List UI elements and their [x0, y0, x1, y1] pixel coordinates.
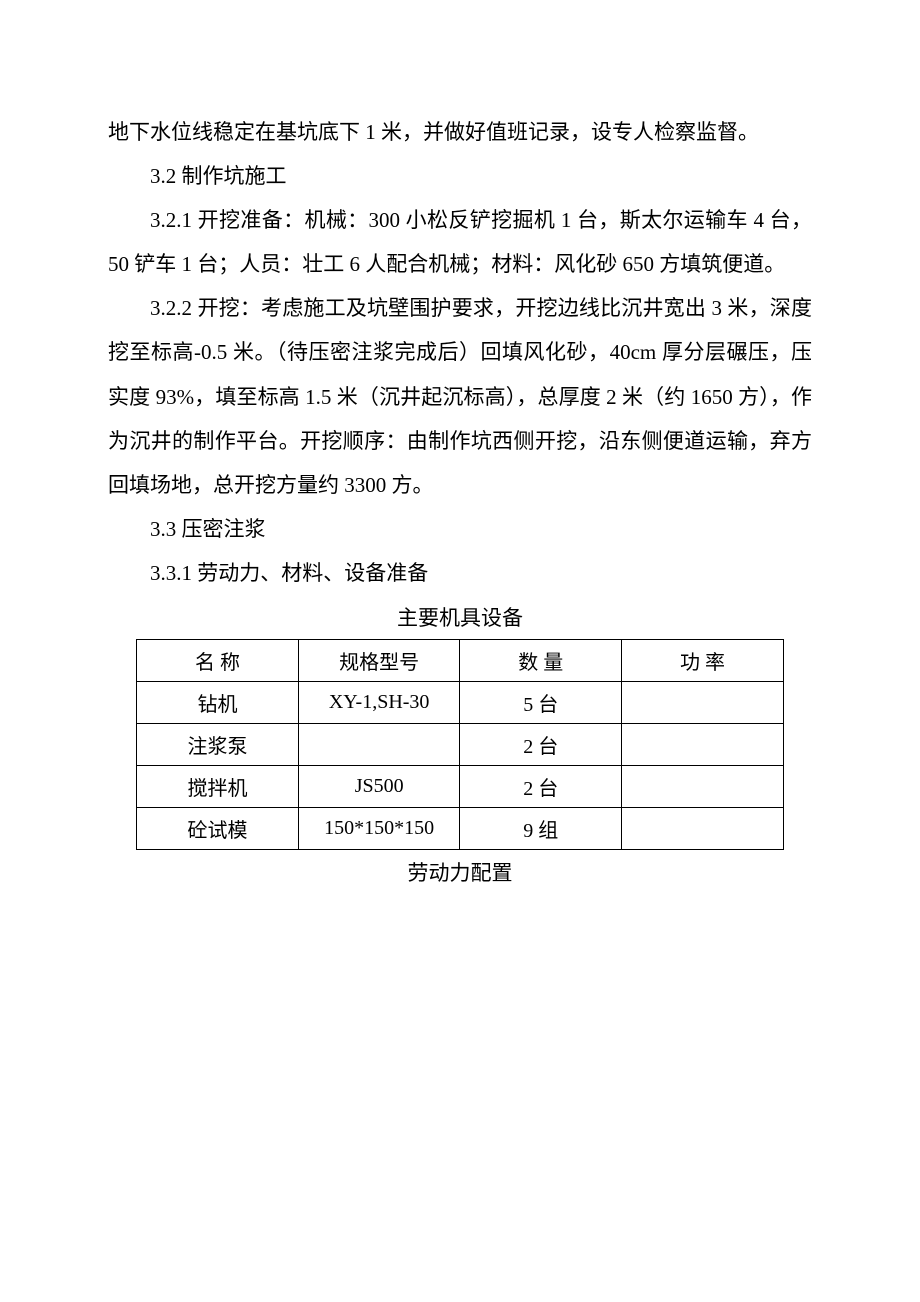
table-cell: 钻机 [137, 682, 299, 724]
table-header-power: 功 率 [622, 640, 784, 682]
table-cell: JS500 [298, 766, 460, 808]
paragraph-section-3-3-1: 3.3.1 劳动力、材料、设备准备 [108, 551, 812, 595]
equipment-table: 名 称 规格型号 数 量 功 率 钻机 XY-1,SH-30 5 台 注浆泵 2… [136, 639, 784, 850]
table-cell [622, 808, 784, 850]
table-header-spec: 规格型号 [298, 640, 460, 682]
table-cell: 搅拌机 [137, 766, 299, 808]
table-cell: XY-1,SH-30 [298, 682, 460, 724]
table-row: 钻机 XY-1,SH-30 5 台 [137, 682, 784, 724]
paragraph-section-3-2-1: 3.2.1 开挖准备：机械：300 小松反铲挖掘机 1 台，斯太尔运输车 4 台… [108, 198, 812, 286]
table-cell [622, 724, 784, 766]
table-cell: 砼试模 [137, 808, 299, 850]
table-cell [622, 766, 784, 808]
table-header-qty: 数 量 [460, 640, 622, 682]
table-cell [298, 724, 460, 766]
table-cell: 9 组 [460, 808, 622, 850]
table-row: 砼试模 150*150*150 9 组 [137, 808, 784, 850]
table-cell [622, 682, 784, 724]
paragraph-1: 地下水位线稳定在基坑底下 1 米，并做好值班记录，设专人检察监督。 [108, 110, 812, 154]
table-header-name: 名 称 [137, 640, 299, 682]
table-row: 注浆泵 2 台 [137, 724, 784, 766]
table-cell: 5 台 [460, 682, 622, 724]
paragraph-section-3-2-2: 3.2.2 开挖：考虑施工及坑壁围护要求，开挖边线比沉井宽出 3 米，深度挖至标… [108, 286, 812, 506]
table-cell: 150*150*150 [298, 808, 460, 850]
table-header-row: 名 称 规格型号 数 量 功 率 [137, 640, 784, 682]
table-2-title: 劳动力配置 [108, 852, 812, 894]
table-cell: 注浆泵 [137, 724, 299, 766]
paragraph-section-3-3: 3.3 压密注浆 [108, 507, 812, 551]
table-1-title: 主要机具设备 [108, 597, 812, 639]
table-row: 搅拌机 JS500 2 台 [137, 766, 784, 808]
paragraph-section-3-2: 3.2 制作坑施工 [108, 154, 812, 198]
table-cell: 2 台 [460, 766, 622, 808]
table-cell: 2 台 [460, 724, 622, 766]
